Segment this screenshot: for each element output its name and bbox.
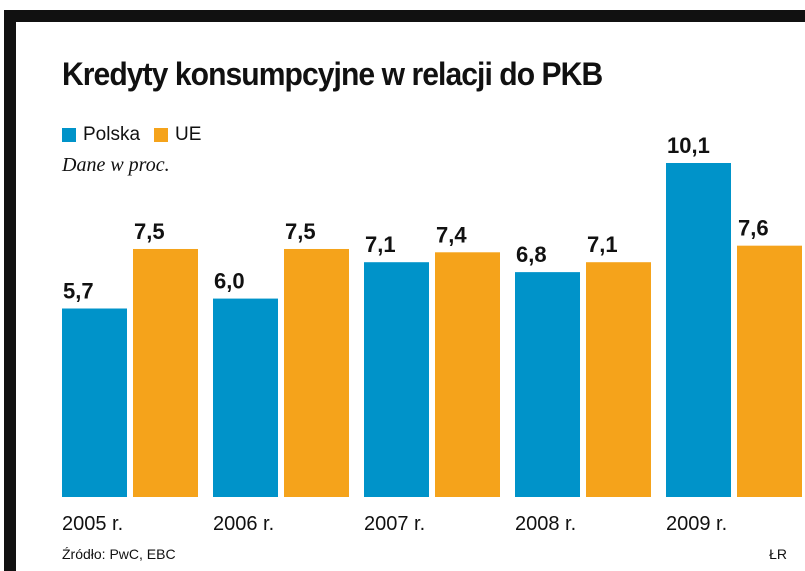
legend: Polska UE xyxy=(62,124,215,146)
bar-polska-4 xyxy=(515,272,580,497)
data-label-polska-3: 7,1 xyxy=(365,232,396,257)
legend-item-polska: Polska xyxy=(62,124,140,146)
legend-swatch-polska xyxy=(62,128,76,142)
legend-item-ue: UE xyxy=(154,124,201,146)
frame-left-border xyxy=(4,10,16,571)
x-tick-label-1: 2005 r. xyxy=(62,513,123,535)
data-label-ue-2: 7,5 xyxy=(285,219,316,244)
data-label-ue-5: 7,6 xyxy=(738,216,769,241)
x-tick-label-3: 2007 r. xyxy=(364,513,425,535)
x-tick-label-4: 2008 r. xyxy=(515,513,576,535)
data-label-polska-4: 6,8 xyxy=(516,242,547,267)
frame-top-border xyxy=(4,10,805,22)
data-label-polska-2: 6,0 xyxy=(214,269,245,294)
bar-ue-1 xyxy=(133,248,198,497)
bar-ue-2 xyxy=(284,248,349,497)
source-note: Źródło: PwC, EBC xyxy=(62,546,176,562)
legend-label-ue: UE xyxy=(175,124,202,145)
chart-title: Kredyty konsumpcyjne w relacji do PKB xyxy=(62,56,603,92)
data-label-polska-5: 10,1 xyxy=(667,133,710,158)
x-tick-label-5: 2009 r. xyxy=(666,513,727,535)
bar-polska-2 xyxy=(213,298,278,497)
legend-swatch-ue xyxy=(154,128,169,142)
data-label-ue-4: 7,1 xyxy=(587,232,618,257)
bar-polska-3 xyxy=(364,262,429,497)
data-label-ue-1: 7,5 xyxy=(134,219,165,244)
data-label-polska-1: 5,7 xyxy=(63,279,94,304)
data-label-ue-3: 7,4 xyxy=(436,222,467,247)
bar-polska-5 xyxy=(666,163,731,497)
bar-ue-5 xyxy=(737,245,802,497)
legend-label-polska: Polska xyxy=(83,124,141,145)
bar-ue-4 xyxy=(586,262,651,497)
chart-subtitle: Dane w proc. xyxy=(62,154,170,176)
bar-ue-3 xyxy=(435,252,500,497)
credit-note: ŁR xyxy=(769,546,787,562)
bar-polska-1 xyxy=(62,308,127,497)
x-tick-label-2: 2006 r. xyxy=(213,513,274,535)
